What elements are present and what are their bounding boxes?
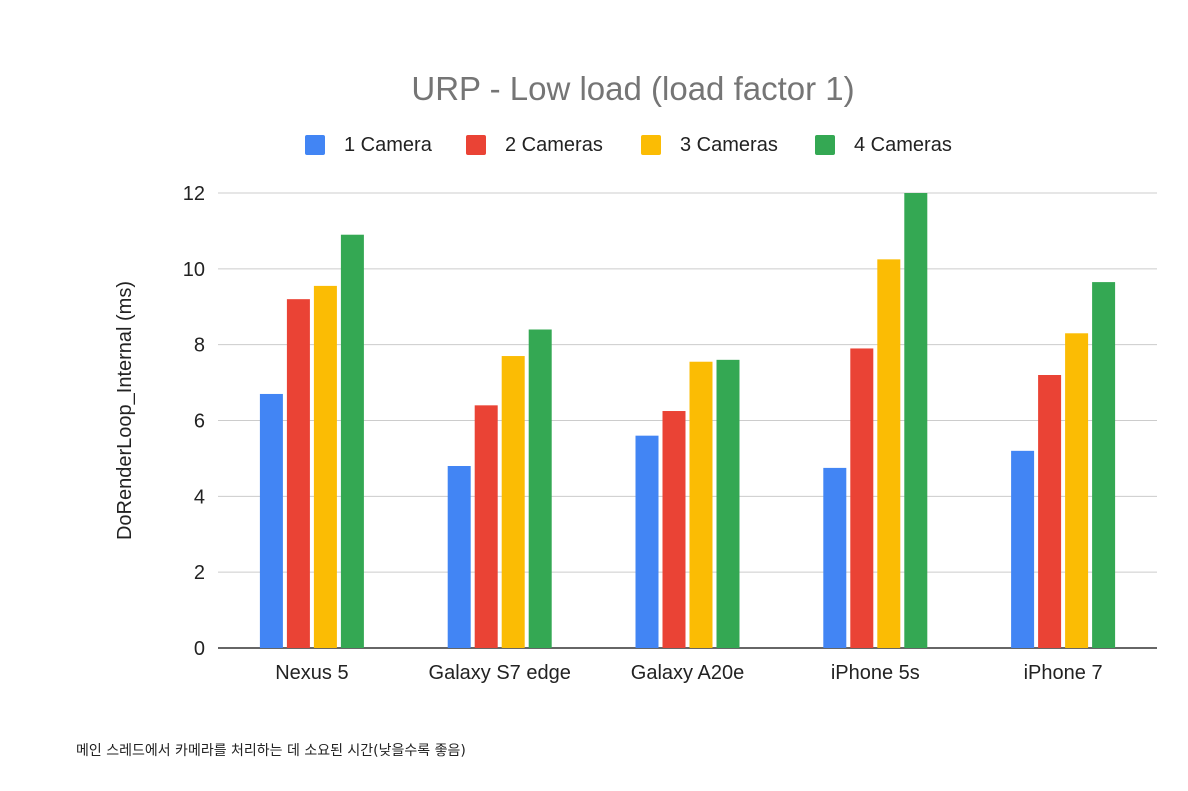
y-tick-label: 6 [194,411,205,433]
bar-1-5 [1011,450,1035,648]
chart-caption: 메인 스레드에서 카메라를 처리하는 데 소요된 시간(낮을수록 좋음) [76,743,466,759]
bar-4-5 [1092,282,1116,648]
y-axis-label: DoRenderLoop_Internal (ms) [114,281,136,540]
y-tick-label: 12 [183,183,205,205]
bar-3-5 [1065,333,1089,648]
x-tick-label: iPhone 7 [1024,662,1103,684]
bar-2-1 [286,299,310,648]
bar-4-3 [716,359,740,648]
bar-1-1 [259,393,283,648]
bar-2-5 [1038,375,1062,648]
bar-2-2 [474,405,498,648]
y-tick-label: 4 [194,486,205,508]
legend-label-3: 3 Cameras [680,134,778,156]
bar-2-4 [850,348,874,648]
x-tick-label: Galaxy S7 edge [429,662,571,684]
legend-swatch-2 [466,135,486,155]
x-tick-label: Nexus 5 [275,662,348,684]
legend-swatch-3 [641,135,661,155]
bar-1-3 [635,435,659,648]
y-tick-label: 8 [194,335,205,357]
legend-label-2: 2 Cameras [505,134,603,156]
bar-1-2 [447,466,471,648]
x-tick-label: Galaxy A20e [631,662,744,684]
y-tick-label: 0 [194,638,205,660]
x-tick-label: iPhone 5s [831,662,920,684]
y-tick-label: 2 [194,562,205,584]
bar-2-3 [662,411,686,648]
legend-label-4: 4 Cameras [854,134,952,156]
bar-3-1 [313,285,337,648]
bar-4-1 [340,234,364,649]
bar-4-2 [528,329,552,648]
y-tick-label: 10 [183,259,205,281]
chart-title: URP - Low load (load factor 1) [411,70,854,107]
bar-3-2 [501,356,525,648]
bar-4-4 [904,193,928,648]
legend-label-1: 1 Camera [344,134,433,156]
bar-3-3 [689,361,713,648]
legend-swatch-1 [305,135,325,155]
bar-1-4 [823,467,847,648]
legend-swatch-4 [815,135,835,155]
bar-3-4 [877,259,901,648]
